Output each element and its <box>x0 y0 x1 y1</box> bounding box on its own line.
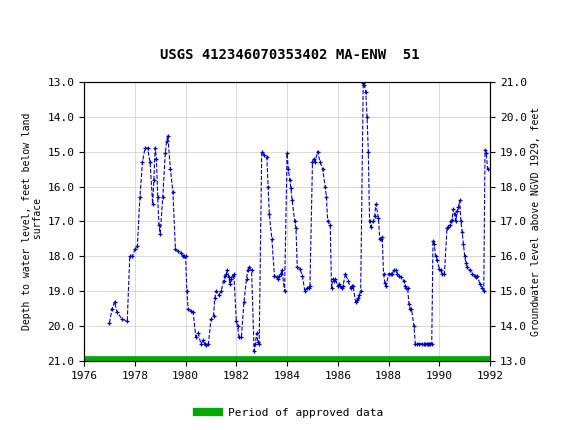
Legend: Period of approved data: Period of approved data <box>193 403 387 422</box>
Y-axis label: Groundwater level above NGVD 1929, feet: Groundwater level above NGVD 1929, feet <box>531 107 541 336</box>
Y-axis label: Depth to water level, feet below land
 surface: Depth to water level, feet below land su… <box>21 113 44 330</box>
Text: USGS 412346070353402 MA-ENW  51: USGS 412346070353402 MA-ENW 51 <box>160 48 420 62</box>
Text: ≡USGS: ≡USGS <box>12 17 82 35</box>
